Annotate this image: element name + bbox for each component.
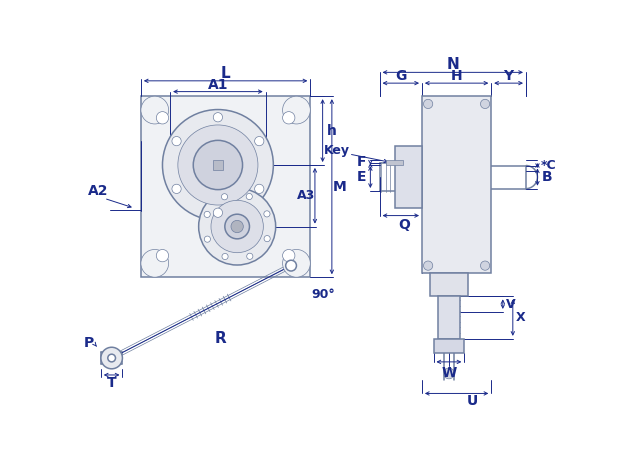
- Circle shape: [480, 99, 490, 109]
- Circle shape: [172, 184, 181, 194]
- Circle shape: [108, 354, 116, 362]
- Circle shape: [443, 368, 454, 379]
- Text: Q: Q: [399, 218, 411, 232]
- Circle shape: [141, 96, 169, 124]
- Circle shape: [156, 112, 169, 124]
- Circle shape: [424, 99, 433, 109]
- Text: *C: *C: [541, 159, 556, 172]
- Circle shape: [480, 261, 490, 270]
- Bar: [422, 96, 491, 273]
- Text: h: h: [327, 123, 337, 137]
- Circle shape: [254, 136, 264, 146]
- Text: G: G: [395, 69, 406, 83]
- Bar: [438, 296, 460, 339]
- Circle shape: [193, 141, 243, 189]
- Text: U: U: [466, 394, 478, 408]
- Bar: [386, 160, 402, 165]
- Text: V: V: [506, 298, 515, 311]
- Circle shape: [424, 261, 433, 270]
- Circle shape: [254, 184, 264, 194]
- Circle shape: [264, 236, 270, 242]
- Circle shape: [178, 125, 258, 205]
- Text: B: B: [541, 170, 552, 184]
- Bar: [430, 273, 468, 296]
- Text: Key: Key: [324, 144, 350, 157]
- Text: E: E: [356, 170, 366, 184]
- Text: W: W: [441, 366, 457, 380]
- Circle shape: [172, 136, 181, 146]
- Circle shape: [285, 260, 297, 271]
- Text: M: M: [333, 180, 346, 194]
- Bar: [141, 96, 310, 277]
- Circle shape: [162, 110, 273, 220]
- Circle shape: [246, 194, 253, 200]
- Circle shape: [264, 211, 270, 217]
- Text: R: R: [215, 331, 226, 346]
- Text: F: F: [356, 155, 366, 169]
- Text: T: T: [107, 376, 116, 390]
- Bar: [395, 146, 422, 208]
- Circle shape: [282, 250, 295, 262]
- Text: H: H: [451, 69, 462, 83]
- Text: X: X: [516, 311, 526, 324]
- Circle shape: [204, 236, 210, 242]
- Circle shape: [231, 220, 243, 233]
- Text: N: N: [447, 57, 459, 72]
- Circle shape: [156, 250, 169, 262]
- Circle shape: [282, 96, 310, 124]
- Circle shape: [211, 200, 263, 253]
- Circle shape: [225, 214, 249, 239]
- Circle shape: [213, 113, 223, 122]
- Text: A2: A2: [88, 184, 109, 198]
- Circle shape: [282, 112, 295, 124]
- Text: Y: Y: [504, 69, 514, 83]
- Circle shape: [222, 253, 228, 260]
- Circle shape: [198, 188, 276, 265]
- Circle shape: [247, 253, 253, 260]
- Circle shape: [221, 194, 228, 200]
- Text: 90°: 90°: [312, 288, 335, 301]
- Circle shape: [141, 250, 169, 277]
- Circle shape: [213, 208, 223, 217]
- Text: A1: A1: [208, 78, 228, 92]
- Text: L: L: [221, 66, 230, 81]
- Circle shape: [204, 211, 210, 217]
- Bar: [434, 339, 464, 352]
- Text: A3: A3: [297, 189, 315, 202]
- Bar: [213, 160, 223, 170]
- Text: P: P: [83, 336, 94, 350]
- Circle shape: [282, 250, 310, 277]
- Circle shape: [101, 347, 123, 369]
